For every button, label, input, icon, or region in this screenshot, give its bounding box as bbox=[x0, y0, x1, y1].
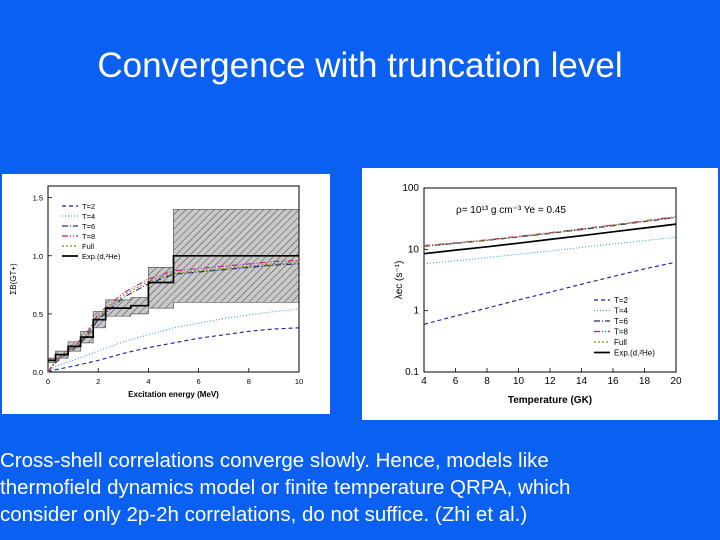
chart-annotation: ρ= 10¹³ g cm⁻³ Ye = 0.45 bbox=[456, 205, 566, 216]
x-tick-label: 18 bbox=[639, 376, 651, 387]
legend-label: Full bbox=[82, 242, 94, 251]
x-tick-label: 12 bbox=[544, 376, 556, 387]
y-tick-label: 1.5 bbox=[33, 194, 43, 203]
x-tick-label: 0 bbox=[46, 377, 50, 386]
legend-label: T=2 bbox=[82, 202, 95, 211]
series-line bbox=[48, 254, 299, 362]
x-tick-label: 10 bbox=[513, 376, 525, 387]
x-tick-label: 6 bbox=[453, 376, 459, 387]
caption-line: consider only 2p-2h correlations, do not… bbox=[0, 503, 528, 526]
legend-label: T=8 bbox=[82, 232, 95, 241]
y-tick-label: 1.0 bbox=[33, 252, 43, 261]
series-line bbox=[423, 261, 677, 325]
legend-label: T=8 bbox=[614, 328, 629, 337]
x-tick-label: 4 bbox=[146, 377, 150, 386]
series-line bbox=[423, 223, 677, 255]
y-tick-label: 0.0 bbox=[33, 368, 43, 377]
series-line bbox=[47, 308, 300, 373]
chart-panel-rate: 4 6 8 10 12 14 16 18 20 0.1 1 10 100 Temperature (GK)… bbox=[362, 168, 718, 420]
x-tick-label: 4 bbox=[421, 376, 427, 387]
caption: Cross-shell correlations converge slowly… bbox=[0, 447, 720, 528]
x-tick-label: 14 bbox=[576, 376, 588, 387]
legend-label: Full bbox=[614, 338, 627, 347]
x-axis-label: Temperature (GK) bbox=[508, 395, 592, 406]
bgt-chart: 0 2 4 6 8 10 0.0 0.5 1.0 1.5 Excitation energy (Me… bbox=[9, 185, 303, 399]
y-axis-label: ΣB(GT+) bbox=[9, 263, 18, 295]
x-axis-label: Excitation energy (MeV) bbox=[128, 390, 219, 399]
plot-frame bbox=[47, 185, 300, 373]
legend-label: T=6 bbox=[82, 222, 95, 231]
legend-label: T=2 bbox=[614, 296, 629, 305]
x-tick-label: 20 bbox=[670, 376, 682, 387]
y-tick-label: 1 bbox=[413, 306, 419, 317]
caption-line: thermofield dynamics model or finite tem… bbox=[0, 476, 571, 499]
series-line bbox=[423, 216, 677, 247]
y-tick-label: 10 bbox=[408, 244, 420, 255]
slide-title: Convergence with truncation level bbox=[97, 46, 623, 85]
y-axis-label: λec (s⁻¹) bbox=[394, 261, 405, 300]
legend-label: Exp.(d,²He) bbox=[82, 252, 121, 261]
legend-label: T=4 bbox=[614, 307, 629, 316]
x-tick-label: 16 bbox=[607, 376, 619, 387]
chart-panel-bgt: 0 2 4 6 8 10 0.0 0.5 1.0 1.5 Excitation energy (Me… bbox=[2, 174, 330, 414]
legend-label: T=6 bbox=[614, 317, 629, 326]
series-line bbox=[47, 262, 300, 373]
x-tick-label: 2 bbox=[96, 377, 100, 386]
series-line bbox=[423, 236, 677, 265]
x-tick-label: 8 bbox=[247, 377, 251, 386]
series-line bbox=[47, 327, 300, 373]
y-tick-label: 100 bbox=[402, 183, 419, 194]
legend-label: T=4 bbox=[82, 212, 95, 221]
series-line bbox=[423, 216, 677, 247]
x-tick-label: 8 bbox=[484, 376, 490, 387]
legend-label: Exp.(d,²He) bbox=[614, 349, 655, 358]
y-tick-label: 0.1 bbox=[405, 367, 419, 378]
x-tick-label: 6 bbox=[197, 377, 201, 386]
y-tick-label: 0.5 bbox=[33, 310, 43, 319]
x-tick-label: 10 bbox=[295, 377, 303, 386]
caption-line: Cross-shell correlations converge slowly… bbox=[0, 449, 549, 472]
rate-chart: 4 6 8 10 12 14 16 18 20 0.1 1 10 100 Temperature (GK)… bbox=[394, 183, 682, 406]
